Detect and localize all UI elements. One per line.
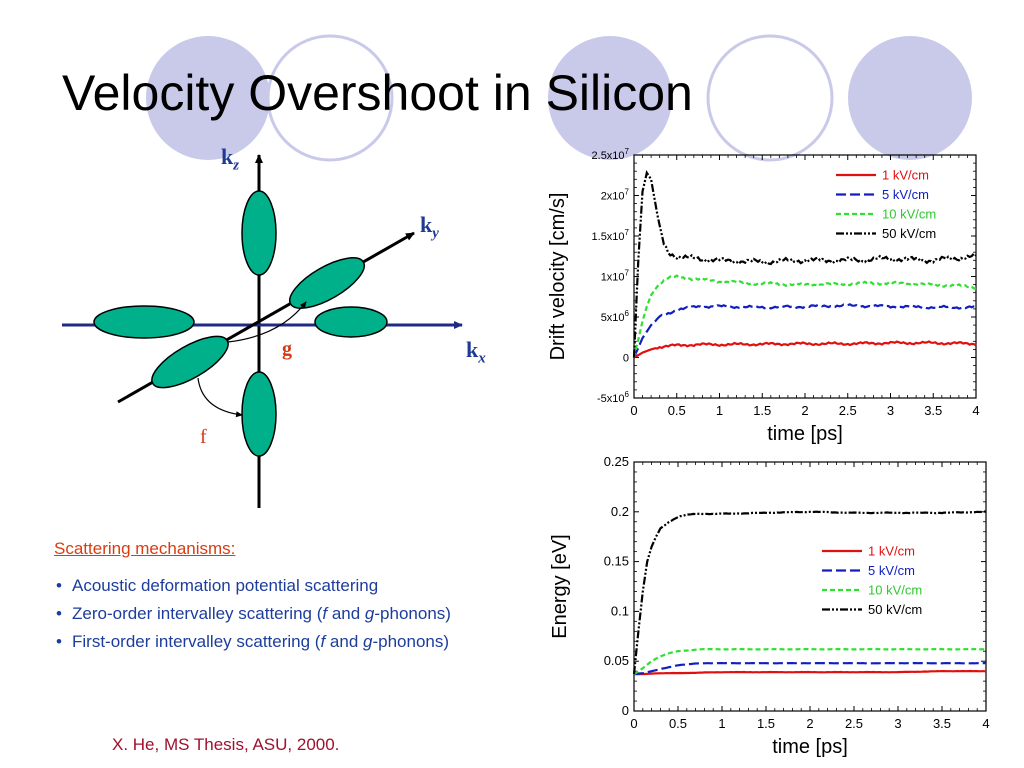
x-tick-label: 0 xyxy=(630,716,637,731)
x-tick-label: 0.5 xyxy=(669,716,687,731)
y-tick-label: 0.1 xyxy=(611,603,629,618)
legend-label: 10 kV/cm xyxy=(868,583,922,598)
legend-label: 50 kV/cm xyxy=(868,602,922,617)
y-tick-label: 0 xyxy=(622,703,629,718)
y-tick-mantissa: 0.25 xyxy=(604,454,629,469)
y-tick-label: 0.05 xyxy=(604,653,629,668)
x-tick-label: 2.5 xyxy=(845,716,863,731)
y-tick-label: 0.25 xyxy=(604,454,629,469)
series-line xyxy=(634,671,986,674)
energy-chart: 0 0.5 1 1.5 2 2.5 3 3.5 4 0.25 0.2 0.15 0.1 0.05 0 1 kV… xyxy=(0,0,1024,768)
y-tick-mantissa: 0.05 xyxy=(604,653,629,668)
legend-label: 5 kV/cm xyxy=(868,563,915,578)
y-tick-mantissa: 0 xyxy=(622,703,629,718)
x-tick-label: 3 xyxy=(894,716,901,731)
x-tick-label: 3.5 xyxy=(933,716,951,731)
y-tick-mantissa: 0.1 xyxy=(611,603,629,618)
y-tick-mantissa: 0.15 xyxy=(604,554,629,569)
y-axis-label: Energy [eV] xyxy=(549,534,571,639)
y-tick-label: 0.15 xyxy=(604,554,629,569)
x-axis-label: time [ps] xyxy=(772,736,848,758)
x-tick-label: 1.5 xyxy=(757,716,775,731)
y-tick-mantissa: 0.2 xyxy=(611,504,629,519)
x-tick-label: 1 xyxy=(718,716,725,731)
x-tick-label: 4 xyxy=(982,716,989,731)
y-tick-label: 0.2 xyxy=(611,504,629,519)
x-tick-label: 2 xyxy=(806,716,813,731)
legend-label: 1 kV/cm xyxy=(868,544,915,559)
